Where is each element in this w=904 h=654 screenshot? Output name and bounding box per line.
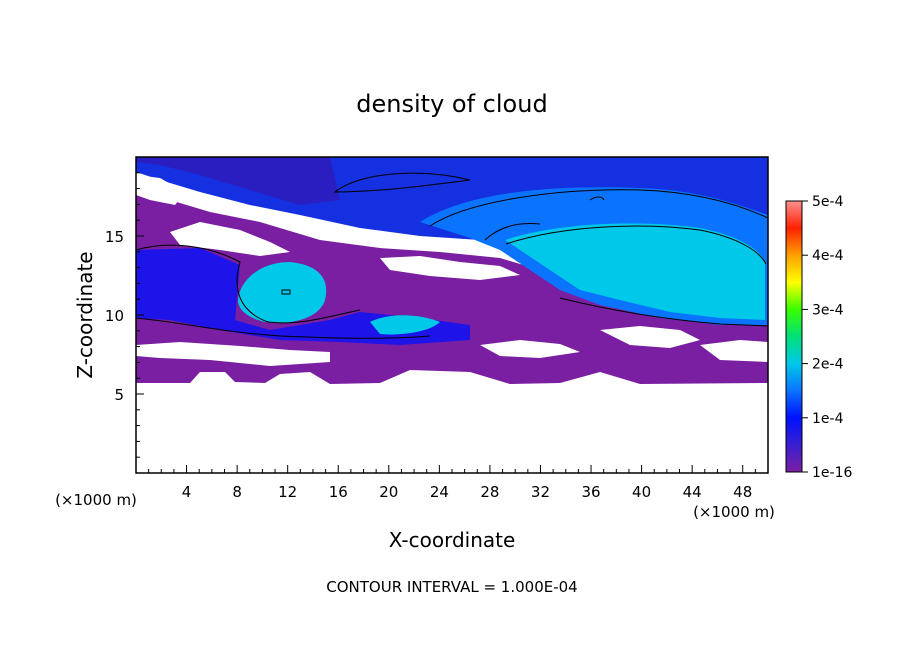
colorbar-tick-label: 5e-4	[812, 194, 844, 210]
x-tick-label: 8	[232, 483, 242, 501]
y-tick-label: 10	[105, 307, 124, 325]
y-tick-label: 5	[114, 386, 124, 404]
colorbar-tick-label: 1e-4	[812, 411, 844, 427]
x-axis-label: X-coordinate	[389, 528, 516, 552]
colorbar-tick-label: 2e-4	[812, 357, 844, 373]
contour-lines	[136, 172, 768, 339]
x-tick-label: 40	[632, 483, 651, 501]
x-tick-label: 36	[581, 483, 600, 501]
cloud-region-low-purple	[136, 330, 768, 384]
colorbar-tick-label: 3e-4	[812, 302, 844, 318]
clear-air-gap-2	[136, 175, 185, 205]
colorbar-tick-label: 4e-4	[812, 248, 844, 264]
x-tick-label: 48	[733, 483, 752, 501]
x-tick-label: 20	[379, 483, 398, 501]
clear-air-gap-3	[380, 256, 520, 280]
colorbar-ticks: 5e-4 4e-4 3e-4 2e-4 1e-4 1e-16	[802, 194, 852, 481]
clear-air-gap-7	[700, 340, 768, 362]
colorbar	[785, 200, 803, 473]
chart-title: density of cloud	[356, 90, 547, 118]
y-axis-label: Z-coordinate	[73, 251, 97, 378]
clear-air-gap-4	[600, 326, 700, 348]
x-tick-label: 12	[278, 483, 297, 501]
cloud-region-right-cyan	[505, 223, 765, 320]
x-tick-label: 28	[480, 483, 499, 501]
colorbar-tick-label: 1e-16	[812, 465, 852, 481]
x-unit-label-right: (×1000 m)	[693, 503, 775, 521]
x-tick-label: 4	[182, 483, 192, 501]
y-axis: 5 10 15	[105, 156, 144, 474]
x-axis: 4 8 12 16 20 24 28 32 36 40 44 48	[135, 465, 769, 501]
x-tick-label: 24	[430, 483, 449, 501]
clear-air-gap-6	[480, 340, 580, 358]
y-tick-label: 15	[105, 228, 124, 246]
x-unit-label: (×1000 m)	[55, 491, 137, 509]
plot-area	[136, 157, 768, 473]
contour-interval-note: CONTOUR INTERVAL = 1.000E-04	[326, 578, 577, 596]
clear-air-gap-5	[136, 342, 330, 366]
cloud-region-upper-navy	[136, 157, 340, 205]
cloud-region-mid-cyan	[370, 315, 440, 335]
x-tick-label: 32	[531, 483, 550, 501]
x-tick-label: 16	[329, 483, 348, 501]
x-tick-label: 44	[683, 483, 702, 501]
